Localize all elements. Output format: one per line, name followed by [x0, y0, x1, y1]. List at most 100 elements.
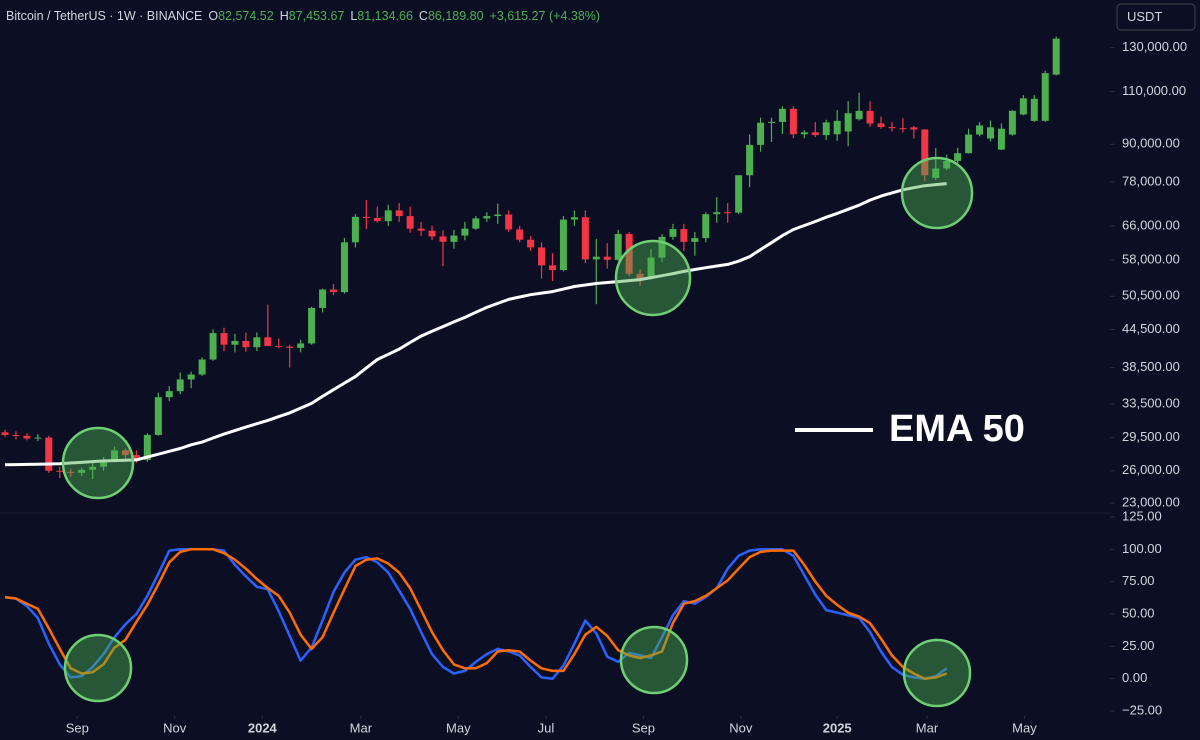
candle-body: [921, 129, 929, 176]
candle-body: [78, 469, 86, 473]
candle-body: [308, 307, 316, 344]
series-line: [4, 548, 948, 680]
candle-body: [384, 210, 392, 222]
candle-body: [406, 216, 414, 229]
x-tick-label: Jul: [538, 720, 555, 735]
ohlc-value: 87,453.67: [288, 9, 345, 23]
candle-body: [253, 337, 261, 348]
candle-body: [330, 289, 337, 293]
candle-body: [417, 228, 425, 231]
ohlc-value: 82,574.52: [218, 9, 274, 23]
candle-body: [45, 437, 53, 471]
candle-body: [1, 432, 9, 435]
x-tick-label: 2024: [248, 720, 278, 735]
highlight-circle: [900, 156, 974, 230]
candle-body: [275, 345, 283, 347]
candle-body: [625, 233, 633, 274]
candle-body: [570, 217, 578, 220]
candle-body: [340, 242, 348, 293]
candle-body: [669, 229, 677, 237]
candle-body: [997, 128, 1005, 150]
highlight-circles: [61, 156, 974, 708]
y-tick-label: 33,500.00: [1122, 396, 1180, 411]
candle-body: [143, 434, 151, 460]
y-tick-label: 23,000.00: [1122, 494, 1180, 509]
candle-body: [757, 122, 765, 145]
highlight-circle: [902, 638, 972, 708]
candle-body: [483, 216, 491, 219]
candle-body: [691, 238, 699, 242]
candle-body: [1052, 38, 1060, 75]
candle-body: [987, 127, 994, 139]
candle-body: [319, 289, 327, 308]
y-tick-label: 26,000.00: [1122, 462, 1180, 477]
candle-body: [373, 218, 381, 222]
y-tick-label: 50,500.00: [1122, 288, 1180, 303]
ohlc-key: H: [279, 9, 289, 23]
candle-body: [428, 230, 436, 237]
candle-body: [505, 214, 513, 230]
ohlc-key: C: [418, 9, 428, 23]
candle-body: [472, 218, 480, 229]
candle-body: [461, 228, 469, 236]
candle-body: [899, 128, 907, 130]
candle-body: [702, 214, 710, 239]
ohlc-key: O: [208, 9, 219, 23]
candle-body: [680, 229, 688, 242]
candle-body: [800, 132, 808, 135]
price-change: +3,615.27 (+4.38%): [489, 9, 601, 23]
candle-body: [395, 210, 403, 217]
candle-body: [614, 233, 622, 260]
candle-body: [1019, 98, 1027, 115]
candle-body: [89, 466, 97, 470]
candle-body: [56, 470, 64, 472]
series-line: [4, 548, 948, 680]
candle-body: [976, 125, 984, 135]
candle-body: [198, 359, 206, 375]
candle-body: [910, 127, 918, 130]
candle-body: [943, 160, 951, 169]
x-tick-label: Mar: [350, 720, 373, 735]
candle-body: [1041, 73, 1049, 121]
symbol-title: Bitcoin / TetherUS · 1W · BINANCE: [6, 9, 203, 23]
candle-body: [154, 397, 162, 435]
y-tick-label: 38,500.00: [1122, 359, 1180, 374]
candle-body: [220, 333, 228, 345]
candle-body: [297, 343, 305, 348]
candle-body: [746, 144, 754, 176]
candle-body: [12, 434, 20, 436]
y-tick-label: 90,000.00: [1122, 136, 1180, 151]
candle-body: [187, 374, 195, 380]
candle-body: [286, 346, 294, 348]
candle-body: [822, 122, 830, 136]
candle-body: [965, 134, 973, 154]
candle-body: [811, 132, 819, 136]
y-tick-label: 125.00: [1122, 508, 1162, 523]
candle-body: [549, 265, 556, 270]
highlight-circle: [63, 633, 133, 703]
y-tick-label: −25.00: [1122, 702, 1162, 717]
candle-body: [538, 247, 546, 266]
candle-body: [362, 216, 370, 219]
candle-body: [450, 235, 458, 242]
candle-body: [954, 153, 962, 161]
ohlc-value: 81,134.66: [357, 9, 413, 23]
candle-body: [768, 121, 775, 123]
ema-legend-label: EMA 50: [889, 408, 1025, 450]
candle-body: [833, 120, 841, 135]
x-tick-label: May: [1012, 720, 1037, 735]
candle-body: [176, 379, 184, 392]
y-tick-label: 130,000.00: [1122, 39, 1187, 54]
y-tick-label: 25.00: [1122, 638, 1155, 653]
candle-body: [658, 236, 666, 258]
candle-body: [121, 450, 129, 456]
y-tick-label: 0.00: [1122, 670, 1147, 685]
candle-body: [647, 257, 655, 279]
currency-box: [1116, 3, 1196, 31]
candle-body: [855, 110, 863, 120]
candle-body: [1008, 110, 1016, 135]
currency-label: USDT: [1127, 9, 1162, 24]
candle-body: [209, 333, 217, 360]
